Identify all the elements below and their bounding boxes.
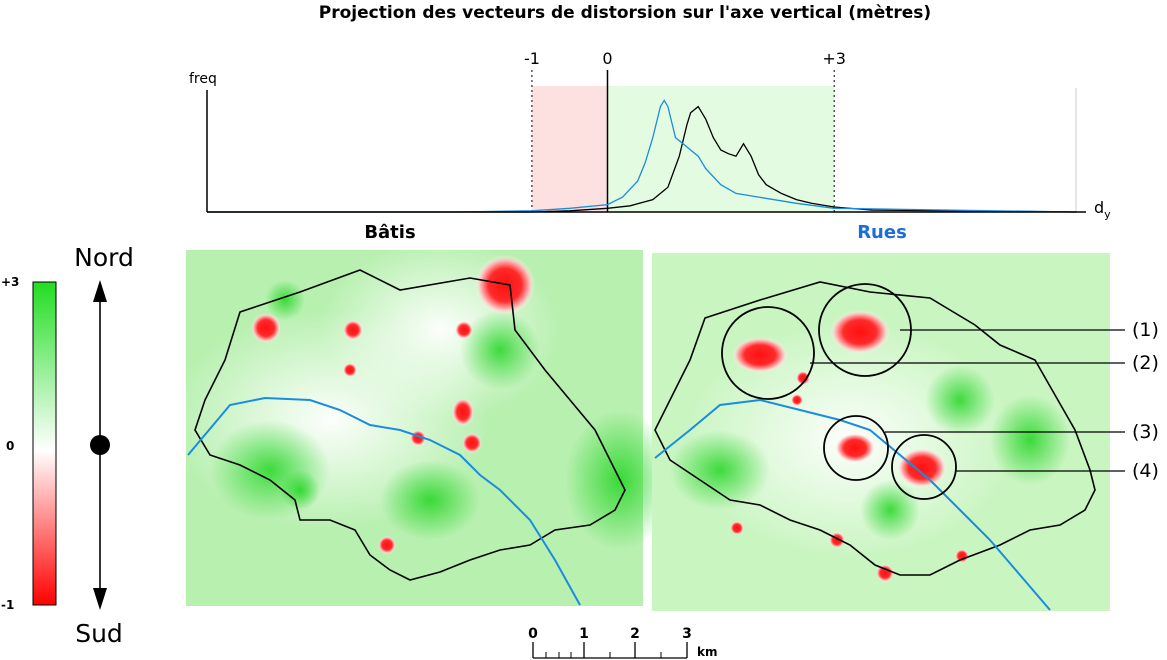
map-rues-boundary [654, 281, 1096, 576]
series-line-rues [207, 99, 1077, 213]
scale-tick-1: 1 [579, 626, 589, 642]
x-axis-label: dy [1094, 198, 1111, 221]
shade-negative [531, 86, 608, 212]
map-rues-circle-2 [721, 306, 815, 400]
compass-north-label: Nord [74, 243, 134, 272]
scale-tick-3: 3 [682, 626, 692, 642]
compass: Nord Sud [74, 243, 134, 648]
compass-arrow-head-up [93, 280, 107, 302]
callout-label-1: (1) [1132, 319, 1159, 341]
x-axis-label-main: d [1094, 198, 1104, 217]
compass-south-label: Sud [75, 619, 123, 648]
map-batis-boundary [194, 269, 626, 581]
compass-center-dot [90, 435, 110, 455]
callout-label-3: (3) [1132, 421, 1159, 443]
colorbar-min-label: -1 [1, 598, 14, 612]
panel-title-rues: Rues [857, 222, 907, 243]
colorbar-gradient [32, 281, 57, 606]
scale-bar: 0 1 2 3 km [528, 626, 717, 659]
chart-title: Projection des vecteurs de distorsion su… [319, 3, 931, 23]
map-batis-blobs [170, 240, 675, 554]
scale-unit: km [697, 645, 717, 659]
scale-tick-0: 0 [528, 626, 538, 642]
callouts: (1) (2) (3) (4) [810, 319, 1159, 482]
compass-arrow-head-down [93, 588, 107, 610]
series-line-batis [207, 105, 1077, 213]
tick-label-plus3: +3 [822, 49, 846, 68]
map-rues-circle-3 [823, 415, 889, 481]
x-axis-label-sub: y [1104, 208, 1111, 221]
colorbar: +3 0 -1 [1, 275, 57, 612]
scale-tick-2: 2 [630, 626, 640, 642]
callout-label-2: (2) [1132, 352, 1159, 374]
map-batis [170, 240, 675, 606]
map-rues-blobs [670, 310, 1070, 582]
colorbar-max-label: +3 [1, 275, 19, 289]
panel-title-batis: Bâtis [364, 222, 415, 243]
map-rues-circle-4 [891, 434, 957, 500]
tick-label-zero: 0 [602, 49, 612, 68]
callout-label-4: (4) [1132, 460, 1159, 482]
tick-label-minus1: -1 [524, 49, 540, 68]
y-axis-label: freq [189, 71, 217, 87]
map-batis-river [187, 396, 581, 606]
colorbar-mid-label: 0 [6, 439, 14, 453]
histogram: -1 0 +3 freq dy [189, 49, 1111, 221]
map-rues-river [654, 398, 1051, 611]
